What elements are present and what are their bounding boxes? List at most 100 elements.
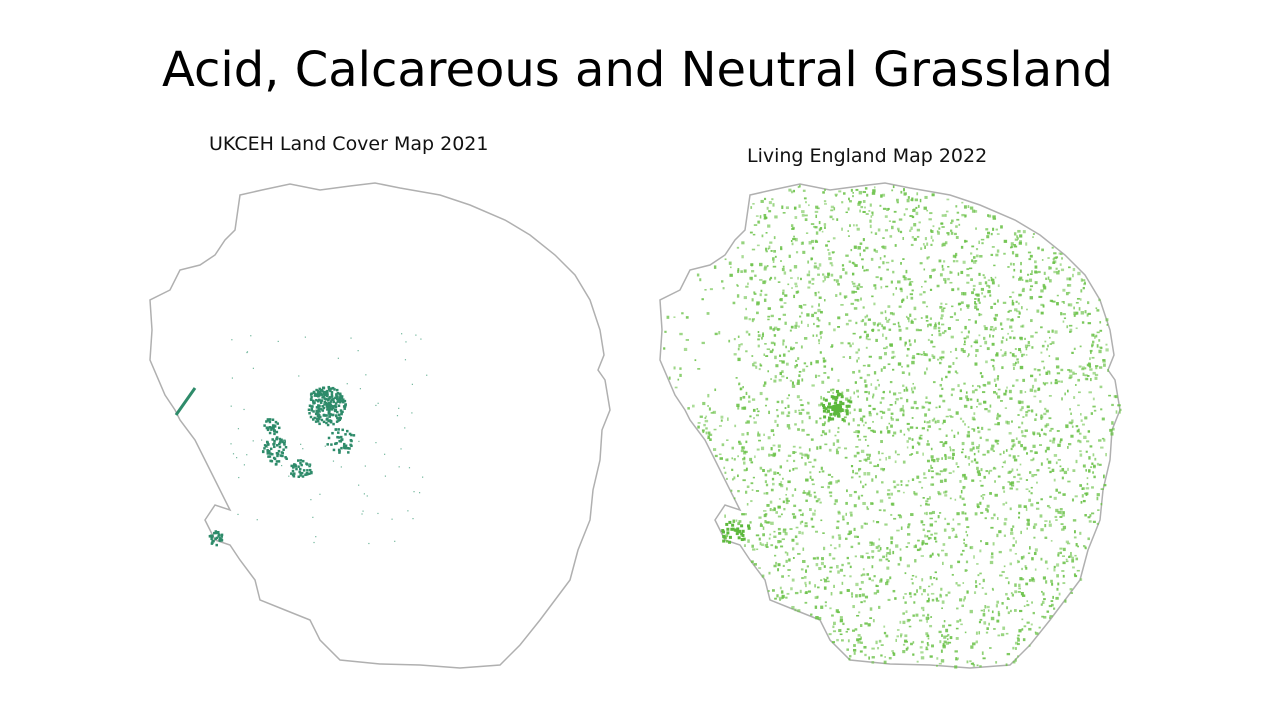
- habitat-patch: [828, 252, 831, 256]
- habitat-patch: [404, 427, 406, 429]
- habitat-patch: [886, 547, 889, 550]
- habitat-patch: [791, 381, 794, 385]
- habitat-patch: [1018, 587, 1021, 590]
- habitat-patch: [335, 441, 338, 445]
- habitat-patch: [1041, 344, 1045, 348]
- habitat-patch: [863, 330, 867, 334]
- habitat-patch: [959, 389, 963, 393]
- habitat-patch: [1079, 450, 1082, 453]
- habitat-patch: [801, 428, 805, 432]
- habitat-patch: [939, 305, 943, 309]
- habitat-patch: [362, 510, 364, 512]
- habitat-patch: [831, 408, 835, 412]
- habitat-patch: [954, 535, 958, 538]
- habitat-patch: [1030, 492, 1033, 495]
- habitat-patch: [1088, 469, 1091, 473]
- habitat-patch: [799, 452, 803, 455]
- habitat-patch: [764, 265, 768, 269]
- habitat-patch: [966, 268, 970, 271]
- habitat-patch: [945, 635, 949, 637]
- habitat-patch: [832, 557, 836, 560]
- habitat-patch: [870, 383, 873, 386]
- habitat-patch: [975, 348, 979, 353]
- habitat-patch: [771, 198, 774, 201]
- habitat-patch: [850, 302, 854, 305]
- habitat-patch: [1071, 498, 1075, 502]
- habitat-patch: [911, 197, 914, 201]
- habitat-patch: [1093, 409, 1097, 412]
- habitat-patch: [726, 458, 729, 462]
- habitat-patch: [357, 350, 359, 352]
- habitat-patch: [827, 419, 830, 423]
- habitat-patch: [978, 281, 982, 286]
- habitat-patch: [983, 325, 986, 328]
- habitat-patch: [718, 331, 721, 335]
- habitat-patch: [986, 450, 990, 454]
- habitat-patch: [1023, 447, 1026, 451]
- habitat-patch: [919, 547, 922, 551]
- habitat-patch: [738, 383, 740, 386]
- habitat-patch: [788, 394, 791, 397]
- habitat-patch: [822, 280, 825, 283]
- habitat-patch: [992, 328, 995, 332]
- habitat-patch: [1085, 487, 1090, 490]
- habitat-patch: [833, 502, 837, 506]
- habitat-patch: [927, 408, 931, 411]
- habitat-patch: [736, 527, 740, 531]
- habitat-patch: [1051, 582, 1054, 586]
- habitat-patch: [785, 362, 789, 366]
- habitat-patch: [868, 656, 870, 660]
- habitat-patch: [807, 402, 810, 405]
- habitat-patch: [1061, 301, 1065, 303]
- habitat-patch: [822, 403, 826, 407]
- habitat-patch: [987, 428, 991, 431]
- habitat-patch: [316, 419, 320, 422]
- habitat-patch: [806, 454, 810, 458]
- habitat-patch: [848, 200, 852, 203]
- habitat-patch: [871, 429, 875, 432]
- habitat-patch: [774, 545, 777, 549]
- habitat-patch: [1010, 420, 1013, 423]
- habitat-patch: [1004, 460, 1006, 464]
- habitat-patch: [867, 623, 871, 627]
- habitat-patch: [752, 548, 756, 551]
- habitat-patch: [736, 284, 739, 287]
- habitat-patch: [956, 372, 959, 375]
- habitat-patch: [310, 392, 313, 395]
- habitat-patch: [771, 508, 775, 512]
- habitat-patch: [1025, 347, 1028, 351]
- habitat-patch: [889, 576, 892, 580]
- habitat-patch: [871, 295, 874, 298]
- habitat-patch: [791, 384, 796, 388]
- habitat-patch: [875, 640, 878, 645]
- habitat-patch: [967, 330, 970, 334]
- habitat-patch: [174, 387, 197, 416]
- habitat-patch: [789, 329, 792, 332]
- habitat-patch: [724, 514, 726, 518]
- habitat-patch: [338, 449, 341, 453]
- habitat-patch: [1091, 356, 1095, 359]
- habitat-patch: [764, 544, 768, 547]
- habitat-patch: [960, 245, 964, 249]
- habitat-patch: [325, 397, 328, 401]
- habitat-patch: [925, 320, 929, 322]
- habitat-patch: [318, 410, 321, 413]
- habitat-patch: [915, 613, 919, 617]
- habitat-patch: [837, 511, 841, 515]
- habitat-patch: [948, 365, 952, 368]
- habitat-patch: [930, 483, 934, 486]
- habitat-patch: [281, 464, 283, 467]
- habitat-patch: [1061, 555, 1066, 557]
- habitat-patch: [847, 562, 851, 565]
- habitat-patch: [273, 457, 277, 461]
- habitat-patch: [929, 274, 932, 279]
- habitat-patch: [813, 495, 817, 499]
- habitat-patch: [718, 453, 722, 456]
- habitat-patch: [775, 511, 778, 514]
- habitat-patch: [759, 215, 762, 219]
- habitat-patch: [824, 398, 828, 402]
- habitat-patch: [1049, 495, 1052, 498]
- habitat-patch: [926, 256, 929, 260]
- habitat-patch: [332, 397, 335, 401]
- habitat-patch: [806, 313, 810, 317]
